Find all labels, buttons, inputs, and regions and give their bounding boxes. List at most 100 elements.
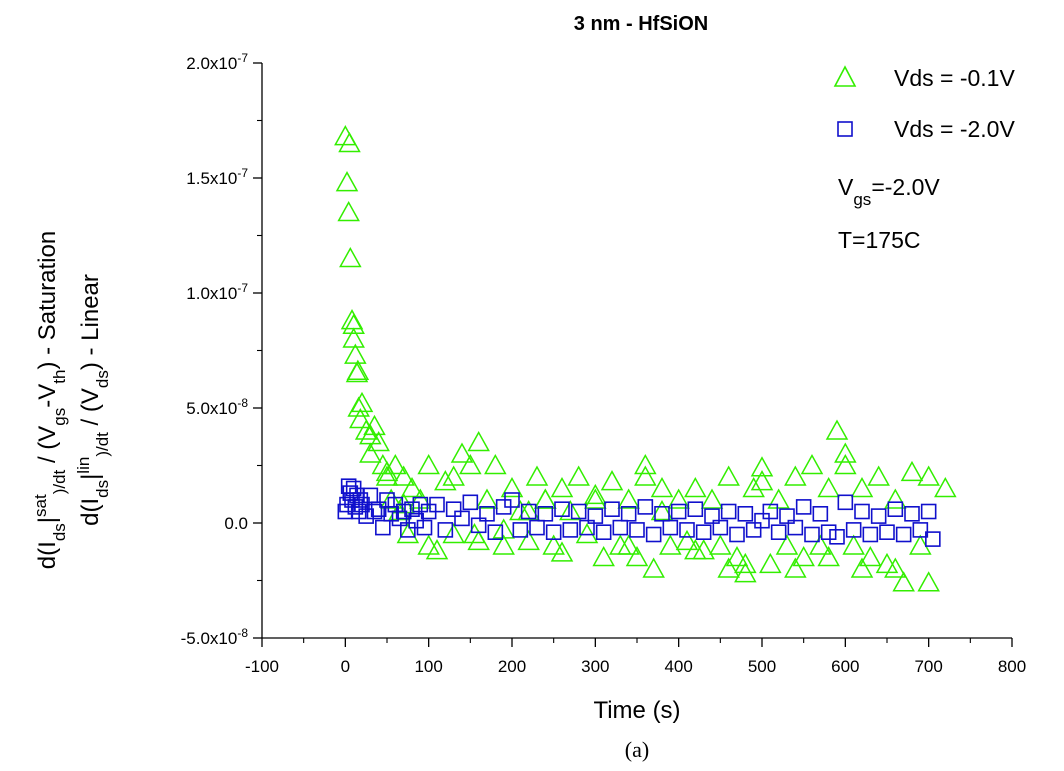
data-point-square [795,499,812,515]
data-point-triangle [450,442,474,463]
data-point-triangle [917,571,940,592]
legend-label-vds-2.0: Vds = -2.0V [894,116,1015,142]
y-tick-label: -5.0x10-8 [181,626,249,648]
x-tick-label: 300 [581,657,609,676]
data-point-triangle [575,522,599,544]
data-point-square [562,522,579,538]
data-point-triangle [354,419,378,440]
data-point-square [704,508,720,524]
data-point-square [695,524,712,541]
data-point-square [454,510,470,527]
data-point-triangle [850,557,874,578]
x-tick-label: 200 [498,657,526,676]
data-point-square [762,503,779,520]
data-point-triangle [375,460,399,482]
data-point-triangle [517,529,540,551]
legend-label-vds-0.1: Vds = -0.1V [894,65,1015,91]
data-point-square [804,526,820,543]
data-point-triangle [884,557,907,578]
data-point-triangle [400,476,424,498]
data-point-triangle [900,460,924,482]
y-tick-label: 2.0x10-7 [186,51,248,73]
data-point-triangle [784,465,807,486]
data-point-square [712,519,729,536]
data-point-triangle [550,476,574,498]
data-point-triangle [379,488,403,509]
data-point-square [787,519,804,536]
data-point-triangle [892,571,915,592]
data-point-triangle [617,488,640,509]
data-point-square [437,522,454,538]
data-point-square [352,492,369,508]
data-point-triangle [884,488,907,509]
data-point-square [837,494,854,511]
data-point-triangle [750,470,774,491]
y-tick-label: 5.0x10-8 [186,396,248,418]
annotation-vgs: Vgs=-2.0V [838,174,940,209]
data-point-square [829,528,845,545]
data-point-triangle [375,465,399,486]
data-point-triangle [500,476,524,498]
data-point-square [687,501,704,518]
data-point-square [925,531,941,547]
x-tick-label: 0 [341,657,350,676]
data-point-triangle [759,552,782,574]
data-point-triangle [392,465,415,486]
x-tick-label: 400 [664,657,692,676]
data-point-triangle [825,419,849,440]
y-tick-label: 1.5x10-7 [186,166,248,188]
data-point-square [920,503,937,520]
legend-marker-triangle [833,65,857,87]
data-point-square [879,524,895,541]
series-vds-2.0 [337,478,941,547]
data-point-square [629,522,645,538]
data-point-triangle [340,309,364,330]
data-point-square [720,503,737,520]
data-point-triangle [850,476,874,498]
data-point-triangle [625,545,649,567]
y-axis-title-saturation: d(Ids|sat)/dt / (Vgs-Vth) - Saturation [31,231,69,569]
data-point-triangle [867,465,890,486]
data-point-triangle [417,534,440,555]
data-point-triangle [834,453,857,475]
data-point-square [375,519,391,536]
data-point-triangle [634,453,657,475]
data-point-square [545,524,562,541]
data-point-triangle [617,534,640,555]
data-point-square [662,519,679,536]
legend: Vds = -0.1V Vds = -2.0V [833,65,1015,142]
data-point-triangle [875,552,899,574]
y-ticks: -5.0x10-8 0.0 5.0x10-8 1.0x10-7 1.5x10-7 2.0x… [181,51,262,648]
data-point-triangle [917,465,940,486]
data-point-triangle [459,453,482,475]
data-point-square [383,505,399,522]
data-point-square [604,501,620,518]
data-point-triangle [642,557,665,578]
data-point-square [904,505,920,522]
data-point-triangle [534,488,557,509]
data-point-triangle [717,465,740,486]
data-point-triangle [775,534,799,555]
data-point-square [400,522,416,538]
data-point-square [404,501,420,518]
annotation-temperature: T=175C [838,227,920,253]
data-point-triangle [650,499,674,521]
data-point-triangle [742,476,765,498]
data-point-triangle [350,391,374,413]
x-ticks: -100 0 100 200 300 400 500 600 700 800 [245,638,1026,676]
data-point-triangle [534,488,557,509]
data-point-triangle [584,488,607,509]
data-point-triangle [392,493,415,514]
data-point-square [654,505,670,522]
data-point-triangle [367,430,390,452]
data-point-square [512,522,529,538]
data-point-triangle [335,171,359,192]
data-point-triangle [792,545,815,567]
data-point-square [366,503,383,520]
data-point-triangle [342,327,365,348]
data-point-square [820,524,837,541]
data-point-triangle [337,200,360,222]
data-point-triangle [784,557,807,578]
data-point-square [779,508,795,524]
